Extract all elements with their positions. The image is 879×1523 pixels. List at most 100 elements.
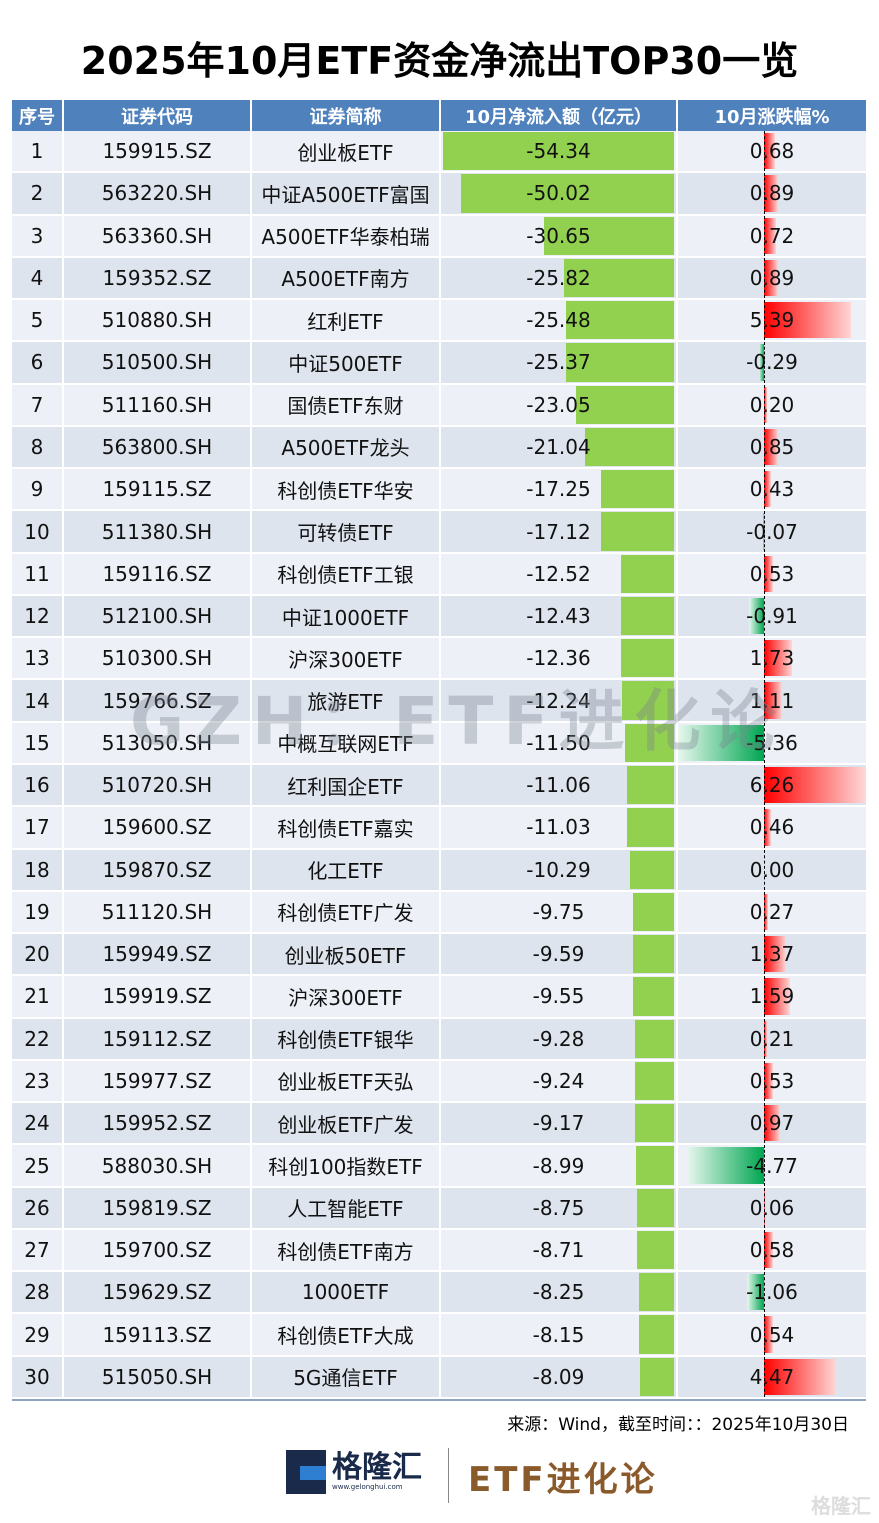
code-cell: 511160.SH	[64, 384, 252, 425]
brand-name: ETF进化论	[468, 1460, 658, 1500]
net-flow-value: -11.06	[526, 773, 591, 798]
change-cell: -0.07	[678, 511, 866, 552]
flow-cell: -12.36	[441, 638, 678, 679]
flow-bar	[565, 301, 674, 340]
zero-axis	[764, 469, 765, 510]
change-value: -0.91	[746, 604, 798, 629]
flow-bar	[633, 935, 674, 974]
security-name: 科创债ETF广发	[277, 901, 414, 926]
flow-bar	[636, 1230, 674, 1270]
security-name: A500ETF华泰柏瑞	[261, 225, 430, 250]
zero-axis	[764, 131, 765, 172]
flow-cell: -9.59	[441, 934, 678, 975]
table-row: 29 159113.SZ 科创债ETF大成 -8.15 0.54	[12, 1314, 866, 1357]
logo-divider	[448, 1448, 449, 1503]
rank-cell: 11	[12, 553, 64, 594]
net-flow-value: -25.82	[526, 265, 591, 290]
change-cell: 0.85	[678, 426, 866, 468]
rank-cell: 4	[12, 257, 64, 299]
flow-bar	[621, 596, 674, 636]
code-cell: 511120.SH	[64, 891, 252, 933]
rank-cell: 10	[12, 511, 64, 552]
code-cell: 159113.SZ	[64, 1314, 252, 1355]
security-code: 159919.SZ	[102, 984, 212, 1009]
change-cell: 4.47	[678, 1356, 866, 1397]
gelonghui-logo: 格隆汇 www.gelonghui.com	[286, 1450, 422, 1494]
change-cell: 0.00	[678, 849, 866, 890]
zero-axis	[764, 1018, 765, 1059]
security-name: 化工ETF	[307, 859, 384, 884]
rank-cell: 18	[12, 849, 64, 890]
security-code: 511120.SH	[101, 899, 213, 924]
change-bar-up	[764, 1231, 774, 1269]
rank: 11	[24, 561, 50, 586]
rank-cell: 12	[12, 595, 64, 637]
table-row: 30 515050.SH 5G通信ETF -8.09 4.47	[12, 1356, 866, 1399]
name-cell: 中证500ETF	[252, 342, 441, 383]
change-bar-up	[764, 133, 775, 170]
change-cell: -0.29	[678, 342, 866, 383]
name-cell: 科创债ETF南方	[252, 1229, 441, 1271]
net-flow-value: -8.09	[532, 1364, 585, 1389]
name-cell: 科创债ETF银华	[252, 1018, 441, 1059]
rank: 15	[24, 730, 50, 755]
rank-cell: 30	[12, 1356, 64, 1397]
zero-axis	[764, 1060, 765, 1102]
security-name: 科创100指数ETF	[268, 1155, 423, 1179]
zero-axis	[764, 553, 765, 594]
name-cell: A500ETF华泰柏瑞	[252, 215, 441, 256]
security-code: 159700.SZ	[102, 1238, 212, 1263]
zero-axis	[764, 1229, 765, 1271]
flow-bar	[584, 427, 674, 467]
net-flow-value: -8.71	[532, 1238, 585, 1263]
table-row: 26 159819.SZ 人工智能ETF -8.75 0.06	[12, 1187, 866, 1230]
table-row: 22 159112.SZ 科创债ETF银华 -9.28 0.21	[12, 1018, 866, 1061]
flow-cell: -8.75	[441, 1187, 678, 1228]
security-code: 510500.SH	[101, 350, 213, 375]
net-flow-value: -17.12	[526, 519, 591, 544]
name-cell: 沪深300ETF	[252, 638, 441, 679]
zero-axis	[764, 1145, 765, 1186]
security-code: 159952.SZ	[102, 1111, 212, 1136]
change-cell: 1.73	[678, 638, 866, 679]
rank-cell: 24	[12, 1103, 64, 1144]
net-flow-value: -9.75	[532, 899, 585, 924]
change-value: 4.47	[749, 1364, 795, 1389]
change-bar-up	[764, 1105, 780, 1142]
flow-cell: -25.48	[441, 300, 678, 341]
header-code: 证券代码	[64, 100, 252, 131]
security-name: A500ETF龙头	[281, 436, 410, 461]
rank-cell: 29	[12, 1314, 64, 1355]
flow-cell: -8.99	[441, 1145, 678, 1186]
security-name: 红利国企ETF	[287, 774, 404, 799]
net-flow-value: -50.02	[526, 181, 591, 206]
name-cell: 科创债ETF华安	[252, 469, 441, 510]
table-bottom-border	[12, 1399, 866, 1401]
rank: 16	[24, 773, 50, 798]
corner-watermark: 格隆汇	[811, 1494, 871, 1518]
change-value: 0.54	[749, 1322, 795, 1347]
flow-bar	[627, 808, 674, 847]
change-cell: 0.53	[678, 1060, 866, 1102]
security-code: 510300.SH	[101, 646, 213, 671]
net-flow-value: -9.28	[532, 1026, 585, 1051]
rank-cell: 26	[12, 1187, 64, 1228]
flow-cell: -9.17	[441, 1103, 678, 1144]
flow-cell: -25.37	[441, 342, 678, 383]
table-body: 1 159915.SZ 创业板ETF -54.34 0.68 2 563220.SH 中证A5…	[12, 131, 866, 1399]
flow-cell: -11.03	[441, 807, 678, 848]
change-bar-up	[764, 682, 782, 719]
security-name: 旅游ETF	[307, 690, 384, 715]
zero-axis	[764, 595, 765, 637]
rank-cell: 9	[12, 469, 64, 510]
rank: 23	[24, 1068, 50, 1093]
security-code: 513050.SH	[101, 730, 213, 755]
security-name: 人工智能ETF	[287, 1197, 404, 1222]
net-flow-value: -9.17	[532, 1111, 585, 1136]
table-row: 6 510500.SH 中证500ETF -25.37 -0.29	[12, 342, 866, 385]
table-row: 27 159700.SZ 科创债ETF南方 -8.71 0.58	[12, 1229, 866, 1273]
flow-cell: -10.29	[441, 849, 678, 890]
change-cell: 0.97	[678, 1103, 866, 1144]
flow-cell: -21.04	[441, 426, 678, 468]
change-value: -0.07	[746, 519, 798, 544]
